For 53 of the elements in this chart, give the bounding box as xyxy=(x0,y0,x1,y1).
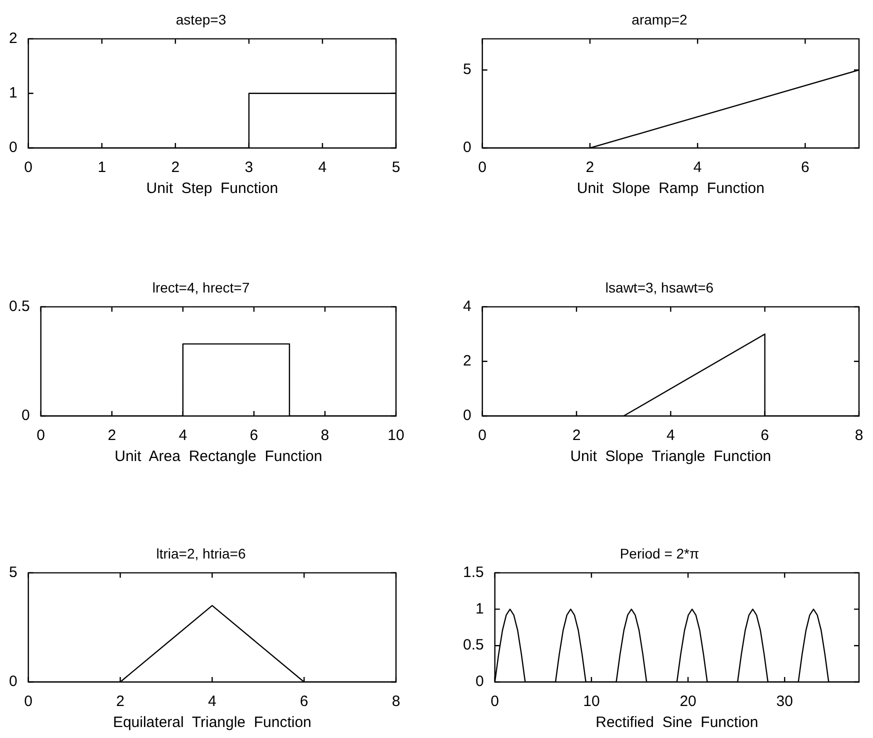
x-tick-label: 8 xyxy=(392,693,400,710)
x-tick-label: 4 xyxy=(666,427,675,444)
x-tick-label: 0 xyxy=(36,427,46,444)
y-tick-label: 0 xyxy=(9,673,18,690)
x-axis-title: Equilateral Triangle Function xyxy=(112,714,312,732)
x-tick-label: 30 xyxy=(776,693,793,710)
x-axis-title: Unit Step Function xyxy=(146,180,278,198)
x-tick-label: 8 xyxy=(320,427,330,444)
x-tick-label: 2 xyxy=(116,693,124,710)
y-tick-label: 0 xyxy=(463,139,472,156)
y-tick-label: 4 xyxy=(463,298,472,315)
x-tick-label: 2 xyxy=(572,427,581,444)
x-tick-label: 1 xyxy=(98,159,106,176)
y-tick-label: 0 xyxy=(476,673,484,690)
y-tick-label: 5 xyxy=(9,564,18,581)
x-axis-title: Unit Area Rectangle Function xyxy=(114,448,322,466)
chart-title: ltria=2, htria=6 xyxy=(156,545,246,562)
x-tick-label: 6 xyxy=(760,427,770,444)
y-tick-label: 5 xyxy=(463,61,472,78)
x-axis-title: Rectified Sine Function xyxy=(596,714,758,732)
y-tick-label: 0 xyxy=(463,407,472,424)
y-tick-label: 0.5 xyxy=(8,298,30,315)
y-tick-label: 0.5 xyxy=(462,636,484,654)
chart-title: astep=3 xyxy=(176,11,226,28)
x-axis-title: Unit Slope Ramp Function xyxy=(576,180,764,198)
x-tick-label: 4 xyxy=(693,159,702,176)
x-tick-label: 3 xyxy=(244,159,254,176)
y-tick-label: 1 xyxy=(9,84,18,102)
x-tick-label: 4 xyxy=(318,159,327,176)
x-tick-label: 4 xyxy=(178,427,188,444)
x-tick-label: 10 xyxy=(583,693,600,710)
x-tick-label: 4 xyxy=(208,693,216,710)
y-tick-label: 2 xyxy=(463,352,472,370)
y-tick-label: 0 xyxy=(9,139,18,156)
x-tick-label: 8 xyxy=(854,427,864,444)
chart-title: aramp=2 xyxy=(632,11,688,28)
y-tick-label: 2 xyxy=(9,30,18,47)
x-tick-label: 6 xyxy=(801,159,810,176)
x-tick-label: 10 xyxy=(388,427,404,444)
x-tick-label: 6 xyxy=(300,693,308,710)
x-tick-label: 2 xyxy=(586,159,594,176)
x-axis-title: Unit Slope Triangle Function xyxy=(570,448,772,466)
x-tick-label: 0 xyxy=(490,693,500,710)
x-tick-label: 5 xyxy=(392,159,400,176)
x-tick-label: 2 xyxy=(108,427,116,444)
chart-title: Period = 2*π xyxy=(620,545,700,562)
chart-title: lrect=4, hrect=7 xyxy=(152,279,250,296)
x-tick-label: 2 xyxy=(171,159,180,176)
chart-title: lsawt=3, hsawt=6 xyxy=(605,279,714,296)
y-tick-label: 1 xyxy=(476,600,484,618)
x-tick-label: 6 xyxy=(250,427,258,444)
y-tick-label: 1.5 xyxy=(462,564,484,581)
x-tick-label: 20 xyxy=(680,693,696,710)
